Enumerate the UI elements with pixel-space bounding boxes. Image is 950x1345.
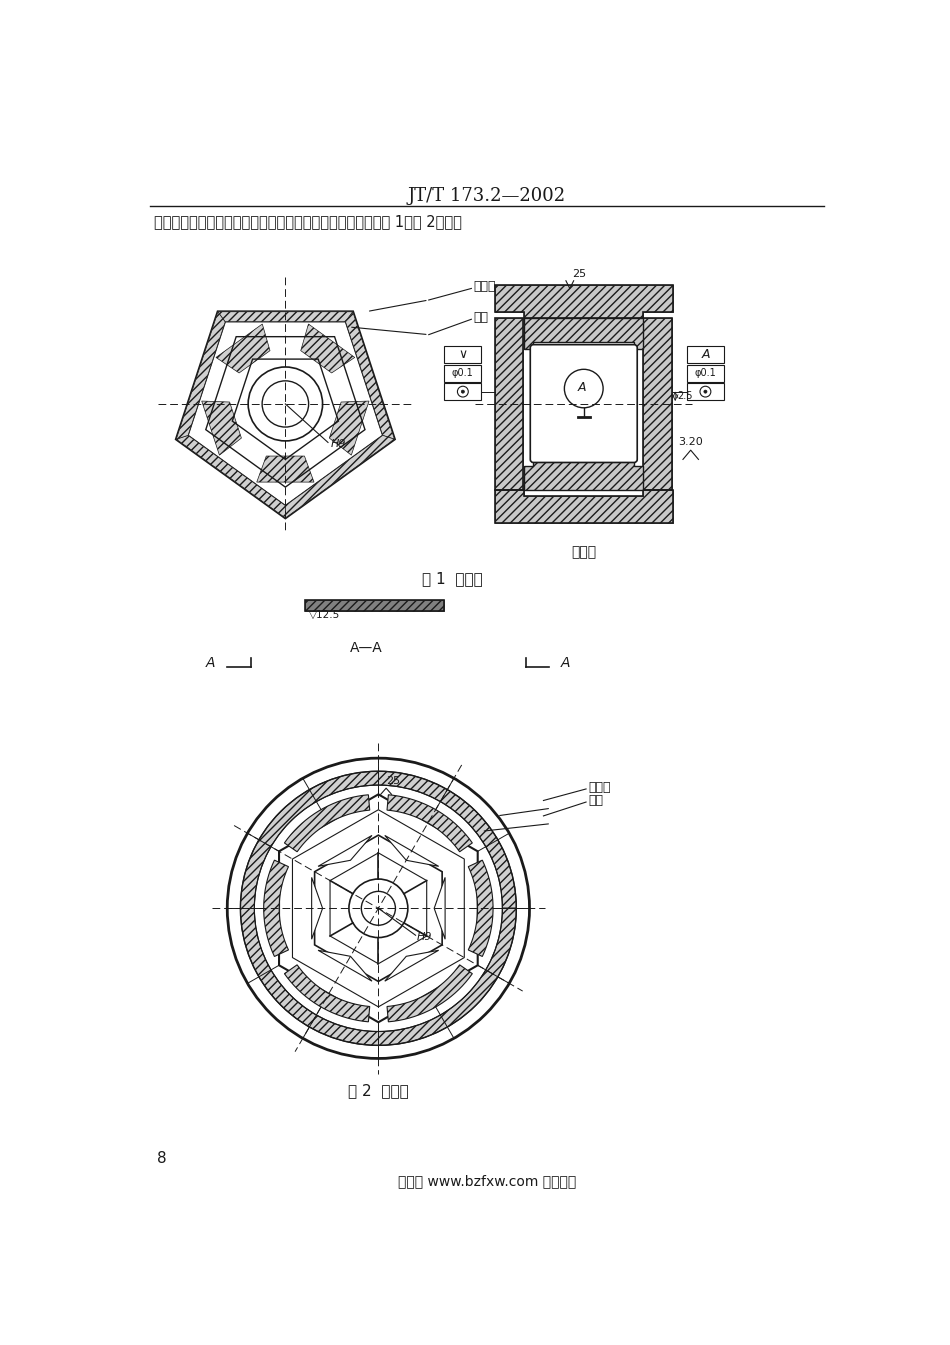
- Text: 8: 8: [158, 1151, 167, 1166]
- Circle shape: [462, 390, 465, 393]
- Bar: [445, 364, 482, 382]
- Bar: [445, 346, 482, 363]
- Polygon shape: [524, 317, 643, 348]
- Text: 学兔兔 www.bzfxw.com 标准下载: 学兔兔 www.bzfxw.com 标准下载: [398, 1174, 576, 1189]
- Bar: [687, 383, 724, 399]
- Text: A: A: [206, 656, 216, 670]
- Text: φ0.1: φ0.1: [694, 369, 716, 378]
- Polygon shape: [495, 285, 673, 317]
- Text: 面板: 面板: [588, 794, 603, 807]
- Text: A: A: [701, 348, 710, 362]
- Text: 上下导轮的加工尺寸精度、形位精度、表面粗糙度等应符合图 1、图 2要求。: 上下导轮的加工尺寸精度、形位精度、表面粗糙度等应符合图 1、图 2要求。: [154, 214, 462, 229]
- Polygon shape: [318, 951, 372, 981]
- Polygon shape: [216, 324, 270, 373]
- Polygon shape: [218, 312, 352, 321]
- Polygon shape: [385, 951, 439, 981]
- Text: A—A: A—A: [351, 642, 383, 655]
- Text: 2.5: 2.5: [676, 391, 693, 401]
- Text: 角面板: 角面板: [588, 781, 611, 794]
- Text: 面板: 面板: [474, 311, 488, 324]
- Text: ∨: ∨: [458, 348, 467, 362]
- Polygon shape: [264, 861, 289, 956]
- Polygon shape: [495, 490, 673, 523]
- Polygon shape: [387, 964, 472, 1022]
- Text: 角面板: 角面板: [474, 280, 496, 293]
- Bar: [687, 346, 724, 363]
- Polygon shape: [284, 795, 370, 851]
- Text: 图 2  下导轮: 图 2 下导轮: [348, 1083, 408, 1099]
- Bar: [445, 383, 482, 399]
- Bar: [687, 364, 724, 382]
- Polygon shape: [201, 401, 241, 455]
- Polygon shape: [301, 324, 354, 373]
- FancyBboxPatch shape: [530, 344, 637, 463]
- Polygon shape: [346, 312, 394, 440]
- Text: H9: H9: [417, 932, 432, 941]
- Text: H9: H9: [331, 438, 346, 449]
- Circle shape: [248, 367, 323, 441]
- Text: ▽12.5: ▽12.5: [309, 609, 340, 620]
- Polygon shape: [240, 771, 517, 1045]
- Polygon shape: [318, 835, 372, 866]
- Circle shape: [349, 880, 408, 937]
- Polygon shape: [643, 317, 672, 490]
- Text: A: A: [578, 381, 586, 394]
- Circle shape: [564, 370, 603, 408]
- Polygon shape: [434, 877, 446, 939]
- Polygon shape: [385, 835, 439, 866]
- Polygon shape: [256, 456, 314, 482]
- Text: 25: 25: [386, 776, 400, 785]
- Text: JT/T 173.2—2002: JT/T 173.2—2002: [408, 187, 566, 204]
- Text: 3.20: 3.20: [678, 437, 703, 447]
- Polygon shape: [495, 317, 523, 490]
- Bar: [305, 600, 445, 611]
- Text: φ0.1: φ0.1: [452, 369, 474, 378]
- Polygon shape: [312, 877, 323, 939]
- Polygon shape: [285, 436, 394, 518]
- Circle shape: [704, 390, 707, 393]
- Polygon shape: [177, 312, 225, 440]
- Polygon shape: [177, 436, 285, 518]
- Polygon shape: [524, 460, 643, 490]
- Text: 25: 25: [572, 269, 586, 280]
- Text: 图 1  上导轮: 图 1 上导轮: [422, 572, 483, 586]
- Text: A: A: [560, 656, 570, 670]
- Polygon shape: [284, 964, 370, 1022]
- Polygon shape: [468, 861, 493, 956]
- Polygon shape: [387, 795, 472, 851]
- Text: 侧面板: 侧面板: [571, 546, 597, 560]
- Polygon shape: [330, 401, 369, 455]
- Bar: [305, 600, 445, 611]
